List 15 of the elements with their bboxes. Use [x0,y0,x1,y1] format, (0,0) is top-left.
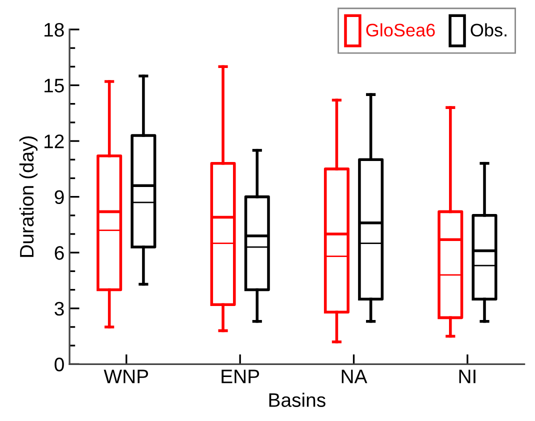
y-tick-label: 3 [54,302,64,316]
legend-label: GloSea6 [366,23,435,37]
y-axis-title: Duration (day) [19,136,38,257]
y-tick-label: 18 [44,22,64,37]
x-tick-label: NI [459,370,476,384]
y-tick-label: 6 [54,246,64,260]
y-tick-label: 9 [54,190,64,204]
y-tick-label: 12 [44,134,64,148]
x-axis-title: Basins [269,392,326,407]
x-tick-label: ENP [222,370,260,384]
legend-label: Obs. [470,23,506,37]
y-tick-label: 15 [44,78,64,92]
x-tick-label: NA [342,370,368,384]
y-tick-label: 0 [54,358,64,372]
x-tick-label: WNP [104,370,148,384]
